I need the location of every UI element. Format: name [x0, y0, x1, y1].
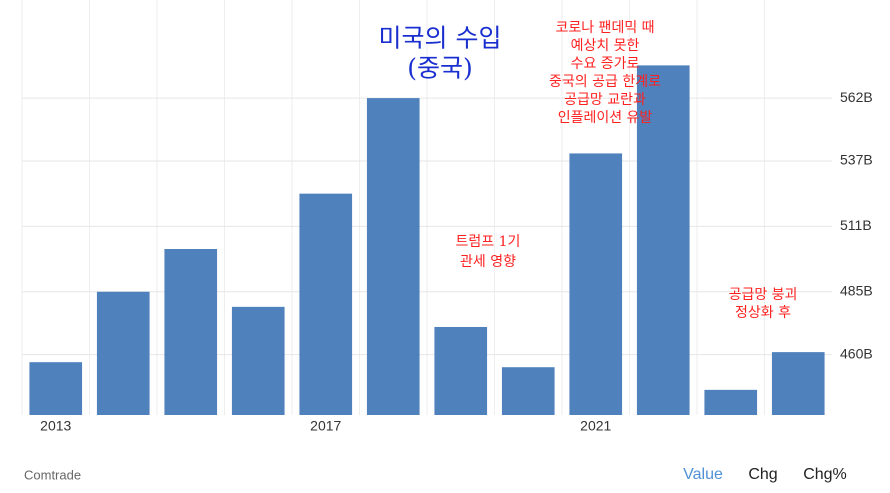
x-tick-label: 2021 — [580, 418, 611, 434]
bar — [231, 306, 285, 415]
bar — [29, 362, 83, 415]
bar — [434, 326, 488, 415]
bar — [164, 249, 218, 415]
annotation: 정상화 후 — [735, 305, 791, 321]
y-tick-label: 562B — [840, 89, 873, 105]
annotation: 공급망 교란과 — [564, 92, 646, 108]
y-tick-label: 511B — [840, 217, 872, 233]
bar — [299, 193, 353, 415]
tab[interactable]: Chg — [748, 466, 777, 483]
tab[interactable]: Chg% — [803, 466, 847, 483]
annotation: 코로나 팬데믹 때 — [555, 20, 654, 36]
y-tick-label: 537B — [840, 152, 873, 168]
annotation: 예상치 못한 — [571, 38, 640, 54]
annotation: 관세 영향 — [460, 254, 516, 270]
bar — [501, 367, 555, 415]
bar — [96, 291, 150, 415]
chart-title: 미국의 수입 — [379, 24, 502, 53]
bar — [704, 389, 758, 415]
bar — [366, 98, 420, 415]
x-tick-label: 2017 — [310, 418, 341, 434]
annotation: 중국의 공급 한계로 — [549, 74, 661, 90]
y-tick-label: 485B — [840, 282, 873, 298]
chart-title: (중국) — [407, 54, 473, 83]
bar — [771, 352, 825, 415]
y-tick-label: 460B — [840, 345, 873, 361]
bar — [636, 65, 690, 416]
bar — [569, 153, 623, 415]
annotation: 인플레이션 유발 — [558, 110, 653, 126]
annotation: 공급망 붕괴 — [729, 287, 798, 303]
annotation: 트럼프 1기 — [456, 234, 521, 250]
source: Comtrade — [24, 467, 81, 482]
tab[interactable]: Value — [683, 466, 723, 483]
x-tick-label: 2013 — [40, 418, 71, 434]
annotation: 수요 증가로 — [571, 56, 640, 72]
